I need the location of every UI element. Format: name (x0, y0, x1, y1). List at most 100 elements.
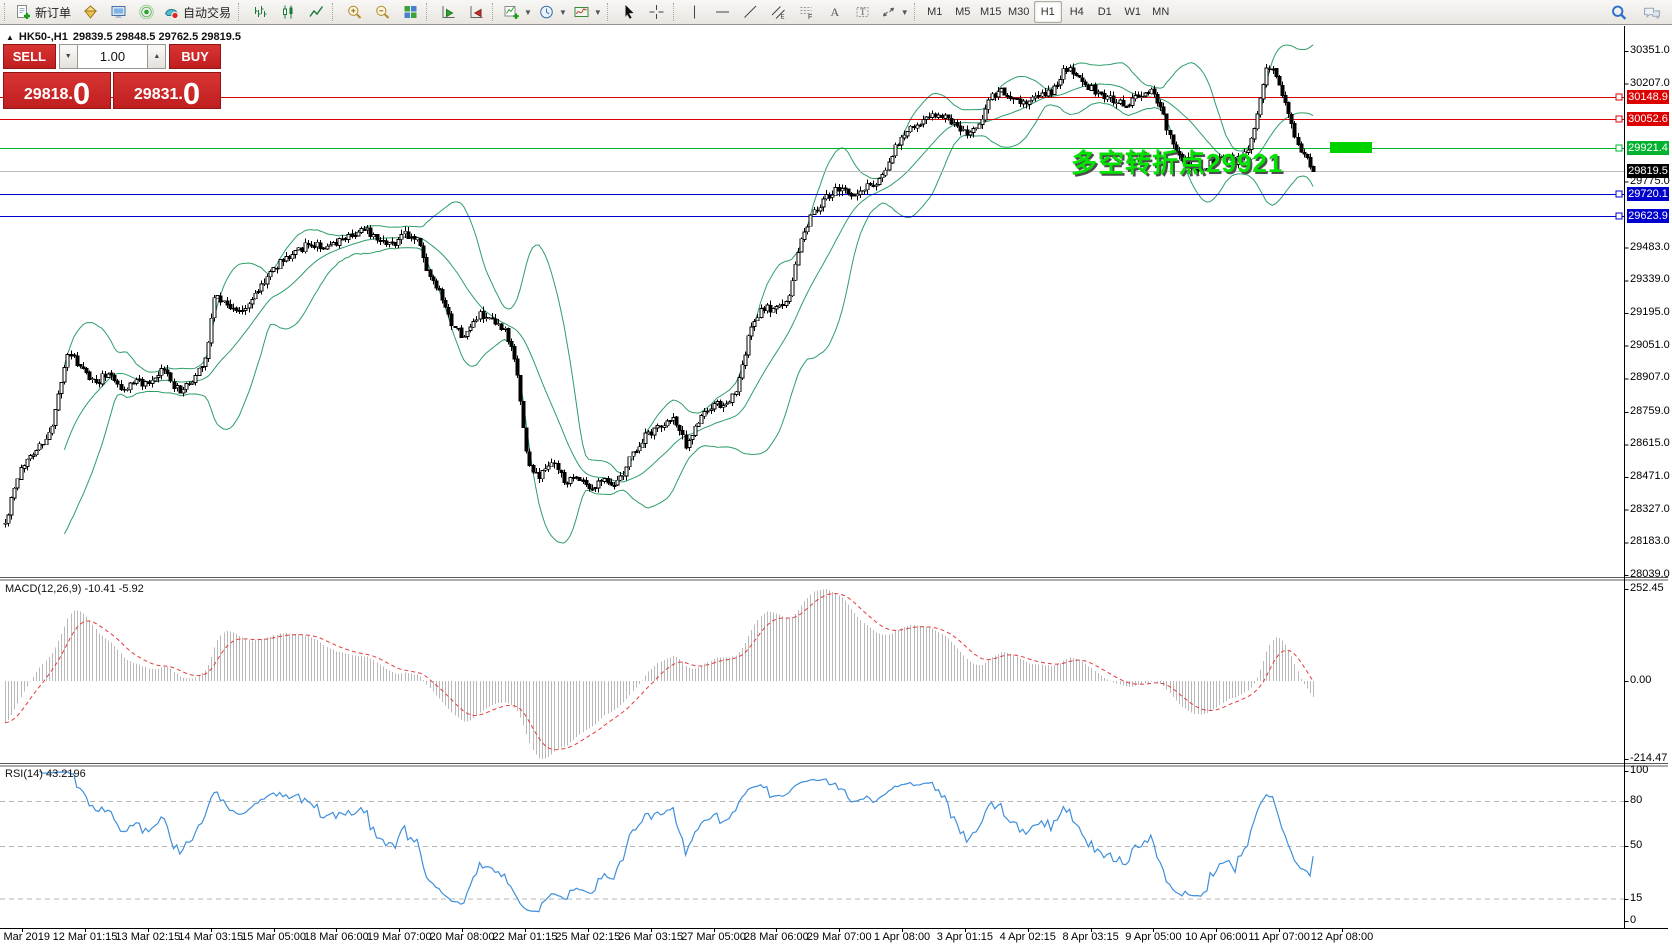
price-level-badge: 29921.4 (1627, 141, 1669, 156)
volume-decrease-button[interactable]: ▼ (58, 44, 78, 69)
fibonacci-button[interactable]: F (793, 0, 821, 24)
trendline-icon (744, 5, 757, 18)
sell-button[interactable]: SELL (3, 44, 56, 69)
tab-timeframe-MN[interactable]: MN (1152, 6, 1170, 18)
collapse-chart-icon[interactable]: ▲ (6, 32, 14, 42)
time-label: 12 Mar 01:15 (52, 931, 118, 943)
chart-annotation-text[interactable]: 多空转折点29921 (1071, 148, 1284, 178)
auto-scroll-icon (442, 6, 455, 18)
candlestick-chart-button[interactable] (274, 0, 302, 24)
dropdown-arrow-icon: ▼ (558, 7, 567, 17)
tab-timeframe-H1[interactable]: H1 (1033, 1, 1062, 23)
tile-windows-button[interactable] (396, 0, 424, 24)
toolbar: 新订单 自动 (0, 0, 1672, 25)
indicators-dropdown[interactable]: ▼ (570, 0, 605, 24)
bar-chart-icon (254, 6, 267, 17)
line-handle[interactable] (1615, 144, 1623, 152)
search-icon[interactable] (1610, 4, 1628, 21)
price-tick-label: 29195.0 (1630, 306, 1670, 318)
time-label: 20 Mar 08:00 (429, 931, 495, 943)
dropdown-arrow-icon: ▼ (900, 7, 909, 17)
price-tick-label: 29339.0 (1630, 273, 1670, 286)
tab-timeframe-H4[interactable]: H4 (1069, 6, 1084, 18)
cursor-icon (625, 5, 634, 19)
time-label: 10 Apr 06:00 (1185, 931, 1248, 943)
volume-input[interactable]: 1.00 (77, 44, 148, 69)
market-watch-button[interactable] (104, 0, 132, 24)
line-handle[interactable] (1615, 115, 1623, 123)
horizontal-line-icon (716, 11, 730, 13)
candlestick-chart-icon (282, 5, 293, 19)
toolbar-grip (606, 3, 611, 21)
chat-icon[interactable] (1642, 4, 1662, 21)
signals-button[interactable] (132, 0, 160, 24)
dropdown-arrow-icon: ▼ (524, 7, 532, 17)
auto-scroll-button[interactable] (434, 0, 462, 24)
timeframe-toolbar: M1 M5 M15 M30 H1 H4 D1 W1 MN (922, 1, 1174, 23)
autotrading-label: 自动交易 (183, 5, 232, 20)
cursor-button[interactable] (615, 0, 643, 24)
tab-timeframe-M1[interactable]: M1 (927, 6, 943, 18)
trendline-button[interactable] (737, 0, 765, 24)
chart-symbol-period: HK50-,H1 (18, 31, 68, 43)
tab-timeframe-M30[interactable]: M30 (1008, 6, 1030, 18)
vertical-line-button[interactable] (681, 0, 709, 24)
price-tick-label: 28759.0 (1630, 404, 1670, 417)
new-order-button[interactable]: 新订单 (12, 0, 76, 24)
svg-text:A: A (831, 5, 840, 19)
zoom-in-button[interactable] (340, 0, 368, 24)
profiles-dropdown[interactable]: ▼ (535, 0, 570, 24)
line-handle[interactable] (1615, 212, 1623, 220)
volume-increase-button[interactable]: ▲ (147, 44, 167, 69)
tab-timeframe-W1[interactable]: W1 (1124, 6, 1141, 18)
price-tick-label: 28327.0 (1630, 502, 1670, 515)
bar-chart-button[interactable] (246, 0, 274, 24)
tab-timeframe-M5[interactable]: M5 (955, 6, 971, 18)
toolbar-grip (238, 3, 242, 21)
line-handle[interactable] (1615, 190, 1623, 198)
new-chart-dropdown[interactable]: ▼ (500, 0, 535, 24)
sell-price-display[interactable]: 29818 . 0 (3, 72, 111, 109)
new-order-icon (17, 5, 30, 19)
horizontal-line-objects[interactable] (0, 93, 1624, 220)
chart-ohlc-values: 29839.5 29848.5 29762.5 29819.5 (72, 31, 242, 43)
profiles-clock-icon (540, 5, 553, 19)
chart-shift-button[interactable] (462, 0, 490, 24)
price-tick-label: 28471.0 (1630, 470, 1670, 483)
line-handle[interactable] (1615, 93, 1623, 101)
pane-frame (0, 26, 1668, 932)
buy-price-big-digit: 0 (182, 75, 201, 111)
price-tick-label: 29483.0 (1630, 240, 1670, 253)
line-chart-button[interactable] (302, 0, 330, 24)
arrow-objects-icon (882, 7, 894, 17)
tab-timeframe-M15[interactable]: M15 (980, 6, 1002, 18)
time-label: 12 Apr 08:00 (1310, 931, 1374, 943)
tab-timeframe-D1[interactable]: D1 (1097, 6, 1112, 18)
terminal-icon (111, 6, 126, 18)
crosshair-icon (649, 5, 664, 19)
autotrading-button[interactable]: 自动交易 (160, 0, 236, 24)
zoom-out-button[interactable] (368, 0, 396, 24)
buy-price-display[interactable]: 29831 . 0 (113, 72, 221, 109)
green-highlight-rectangle[interactable] (1330, 142, 1372, 153)
metaeditor-icon (83, 5, 97, 19)
rsi-plot (0, 770, 1624, 913)
text-label-button[interactable]: T (849, 0, 877, 24)
arrows-dropdown[interactable]: ▼ (877, 0, 912, 24)
buy-button[interactable]: BUY (169, 44, 222, 69)
rsi-indicator-label: RSI(14) 43.2196 (5, 768, 86, 780)
metaeditor-button[interactable] (76, 0, 104, 24)
toolbar-grip (913, 3, 918, 21)
indicator-scale-label: 100 (1630, 764, 1649, 776)
buy-price-sep: . (178, 86, 183, 103)
macd-indicator-label: MACD(12,26,9) -10.41 -5.92 (5, 583, 144, 595)
horizontal-line-button[interactable] (709, 0, 737, 24)
sell-price-sep: . (68, 86, 73, 103)
crosshair-button[interactable] (643, 0, 671, 24)
line-chart-icon (308, 6, 323, 17)
toolbar-grip (492, 3, 496, 21)
price-tick-label: 28907.0 (1630, 371, 1670, 384)
channel-button[interactable]: E (765, 0, 793, 24)
text-button[interactable]: A (821, 0, 849, 24)
zoom-in-icon (347, 5, 361, 19)
